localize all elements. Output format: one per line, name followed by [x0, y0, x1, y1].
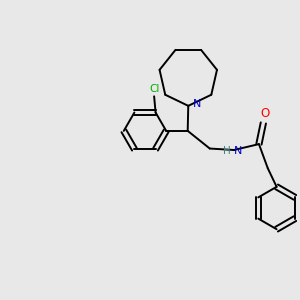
- Text: N: N: [193, 99, 201, 110]
- Text: Cl: Cl: [149, 84, 159, 94]
- Text: H: H: [223, 146, 230, 157]
- Text: O: O: [260, 107, 269, 120]
- Text: N: N: [234, 146, 242, 157]
